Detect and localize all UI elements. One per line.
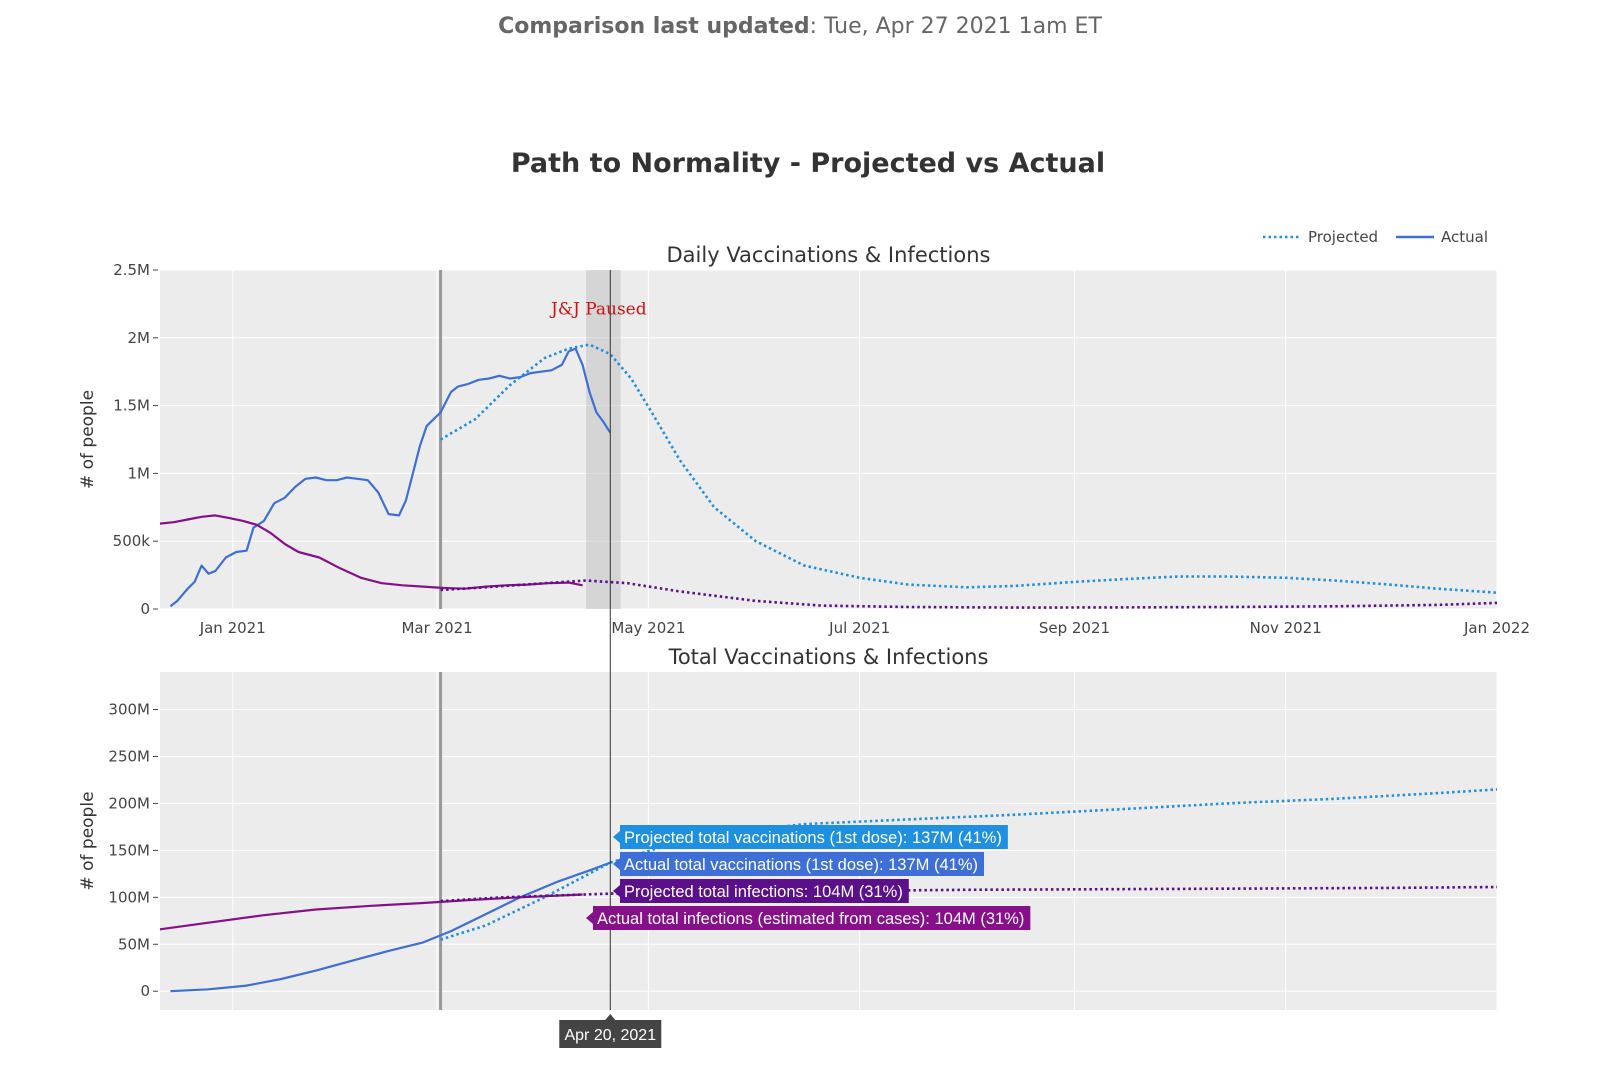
y-axis-title: # of people: [78, 390, 98, 489]
chart-title: Path to Normality - Projected vs Actual: [511, 148, 1105, 179]
daily-panel[interactable]: Daily Vaccinations & Infections Jan 2021 M…: [78, 243, 1530, 637]
panel-title: Daily Vaccinations & Infections: [667, 243, 991, 267]
series-line: [169, 347, 612, 608]
hover-label-pointer: [613, 831, 620, 843]
hover-label-pointer: [586, 912, 593, 924]
series-line: [159, 514, 583, 590]
x-tick-label: Nov 2021: [1250, 619, 1322, 637]
plot-area: [160, 270, 1497, 609]
series-line: [439, 343, 1498, 594]
x-tick-label: Jul 2021: [828, 619, 890, 637]
x-tick-label: May 2021: [611, 619, 685, 637]
hover-label-pointer: [613, 885, 620, 897]
legend-label: Actual: [1441, 228, 1488, 246]
series-line: [440, 579, 1498, 609]
y-tick-label: 50M: [118, 935, 150, 953]
y-tick-label: 0: [140, 600, 150, 618]
y-tick-label: 2.5M: [113, 261, 150, 279]
y-tick-label: 100M: [108, 888, 150, 906]
hover-label-text: Projected total infections: 104M (31%): [624, 883, 903, 901]
date-label-box: [559, 1020, 662, 1048]
y-tick-label: 250M: [108, 748, 150, 766]
hover-label-text: Actual total vaccinations (1st dose): 13…: [624, 856, 978, 874]
y-tick-label: 2M: [128, 329, 151, 347]
y-tick-label: 200M: [108, 794, 150, 812]
date-label-pointer: [605, 1014, 616, 1020]
last-updated-value: : Tue, Apr 27 2021 1am ET: [809, 14, 1102, 39]
x-tick-label: Mar 2021: [401, 619, 472, 637]
y-tick-label: 1M: [128, 464, 151, 482]
series-line: [170, 861, 611, 993]
hover-label-text: Projected total vaccinations (1st dose):…: [624, 829, 1002, 847]
y-tick-label: 150M: [108, 841, 150, 859]
x-tick-label: Sep 2021: [1039, 619, 1110, 637]
jj-paused-annotation: J&J Paused: [549, 300, 647, 320]
last-updated-label: Comparison last updated: [498, 14, 810, 39]
series-line: [440, 885, 1498, 903]
y-axis-title: # of people: [78, 791, 98, 890]
x-tick-label: Jan 2021: [199, 619, 266, 637]
y-tick-label: 300M: [108, 701, 150, 719]
panel-title: Total Vaccinations & Infections: [668, 645, 989, 669]
last-updated-text: Comparison last updated: Tue, Apr 27 202…: [0, 14, 1600, 39]
hover-label-box: [620, 879, 909, 903]
hover-label-pointer: [613, 858, 620, 870]
chart-legend[interactable]: Projected Actual: [1263, 228, 1488, 246]
hover-label-text: Actual total infections (estimated from …: [597, 910, 1024, 928]
hover-label-box: [593, 906, 1031, 930]
y-tick-label: 1.5M: [113, 397, 150, 415]
y-tick-label: 0: [140, 982, 150, 1000]
x-tick-label: Jan 2022: [1463, 619, 1530, 637]
hover-label-box: [620, 852, 985, 876]
date-hover-label: Apr 20, 2021: [564, 1027, 656, 1044]
hover-label-box: [620, 825, 1008, 849]
legend-label: Projected: [1308, 228, 1378, 246]
hover-overlay: Apr 20, 2021 Projected total vaccinations…: [559, 609, 1031, 1048]
paused-band: [586, 270, 621, 609]
y-tick-label: 500k: [113, 532, 151, 550]
